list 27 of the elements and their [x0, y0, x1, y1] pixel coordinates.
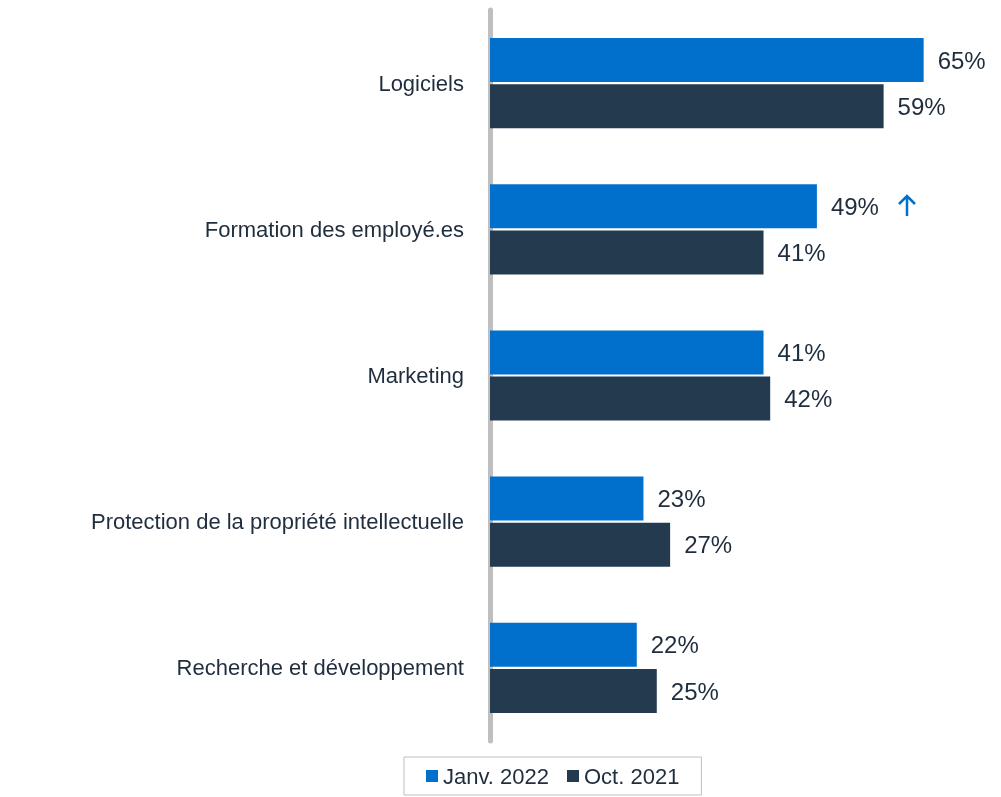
bar	[490, 230, 764, 275]
bar	[490, 376, 771, 421]
data-label: 22%	[650, 631, 699, 659]
data-label: 42%	[784, 385, 833, 413]
data-label: 59%	[897, 92, 946, 120]
data-label: 49%	[830, 192, 879, 220]
bar	[490, 669, 657, 713]
data-label: 65%	[937, 46, 986, 74]
bar	[490, 330, 764, 375]
y-tick-label: Formation des employé.es	[204, 216, 464, 242]
data-label: 23%	[657, 485, 706, 513]
y-tick-label: Protection de la propriété intellectuelle	[90, 509, 464, 535]
y-tick-label: Recherche et développement	[176, 655, 464, 681]
data-label: 25%	[670, 677, 719, 705]
bar	[490, 184, 817, 229]
bar	[490, 522, 671, 567]
y-tick-label: Marketing	[367, 363, 464, 388]
data-label: 27%	[684, 531, 733, 559]
bar	[490, 622, 637, 667]
data-label: 41%	[777, 338, 826, 366]
legend-label: Oct. 2021	[584, 763, 680, 789]
bar	[490, 476, 644, 521]
data-label: 41%	[777, 238, 826, 266]
bar	[490, 84, 884, 129]
legend-label: Janv. 2022	[443, 763, 550, 789]
y-tick-label: Logiciels	[378, 70, 464, 96]
bar	[490, 38, 924, 82]
